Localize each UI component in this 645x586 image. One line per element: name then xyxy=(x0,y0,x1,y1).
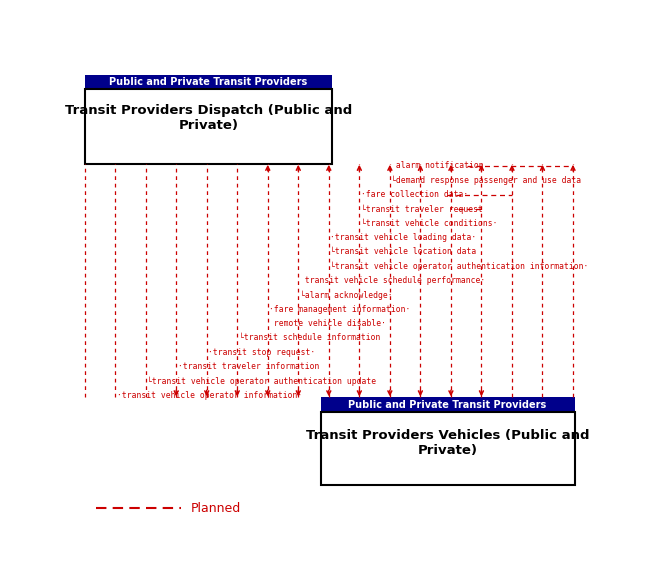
Text: transit vehicle schedule performance·: transit vehicle schedule performance· xyxy=(300,276,485,285)
Text: ·fare management information·: ·fare management information· xyxy=(269,305,411,314)
Text: Public and Private Transit Providers: Public and Private Transit Providers xyxy=(348,400,547,410)
Text: └transit vehicle operator authentication update: └transit vehicle operator authentication… xyxy=(147,376,376,386)
Text: └transit vehicle conditions·: └transit vehicle conditions· xyxy=(361,219,497,228)
FancyBboxPatch shape xyxy=(321,412,575,485)
Text: └transit traveler request: └transit traveler request xyxy=(361,205,482,214)
Text: alarm notification: alarm notification xyxy=(392,162,484,171)
FancyBboxPatch shape xyxy=(84,89,332,163)
Text: └transit vehicle location data: └transit vehicle location data xyxy=(330,247,477,257)
Text: ·transit traveler information: ·transit traveler information xyxy=(177,362,319,371)
Text: └transit vehicle operator authentication information·: └transit vehicle operator authentication… xyxy=(330,261,589,271)
Text: ·transit vehicle loading data·: ·transit vehicle loading data· xyxy=(330,233,477,242)
Text: Planned: Planned xyxy=(191,502,241,515)
Text: ·transit stop request·: ·transit stop request· xyxy=(208,347,315,357)
Text: Public and Private Transit Providers: Public and Private Transit Providers xyxy=(109,77,308,87)
Text: └alarm acknowledge·: └alarm acknowledge· xyxy=(300,290,392,299)
Text: Transit Providers Vehicles (Public and
Private): Transit Providers Vehicles (Public and P… xyxy=(306,429,590,456)
Text: └demand response passenger and use data: └demand response passenger and use data xyxy=(392,176,582,185)
FancyBboxPatch shape xyxy=(84,75,332,89)
Text: Transit Providers Dispatch (Public and
Private): Transit Providers Dispatch (Public and P… xyxy=(64,104,352,132)
Text: ·transit vehicle operator information·: ·transit vehicle operator information· xyxy=(117,391,302,400)
Text: remote vehicle disable·: remote vehicle disable· xyxy=(269,319,386,328)
FancyBboxPatch shape xyxy=(321,397,575,412)
Text: └transit schedule information: └transit schedule information xyxy=(239,333,380,342)
Text: ·fare collection data·: ·fare collection data· xyxy=(361,190,468,199)
